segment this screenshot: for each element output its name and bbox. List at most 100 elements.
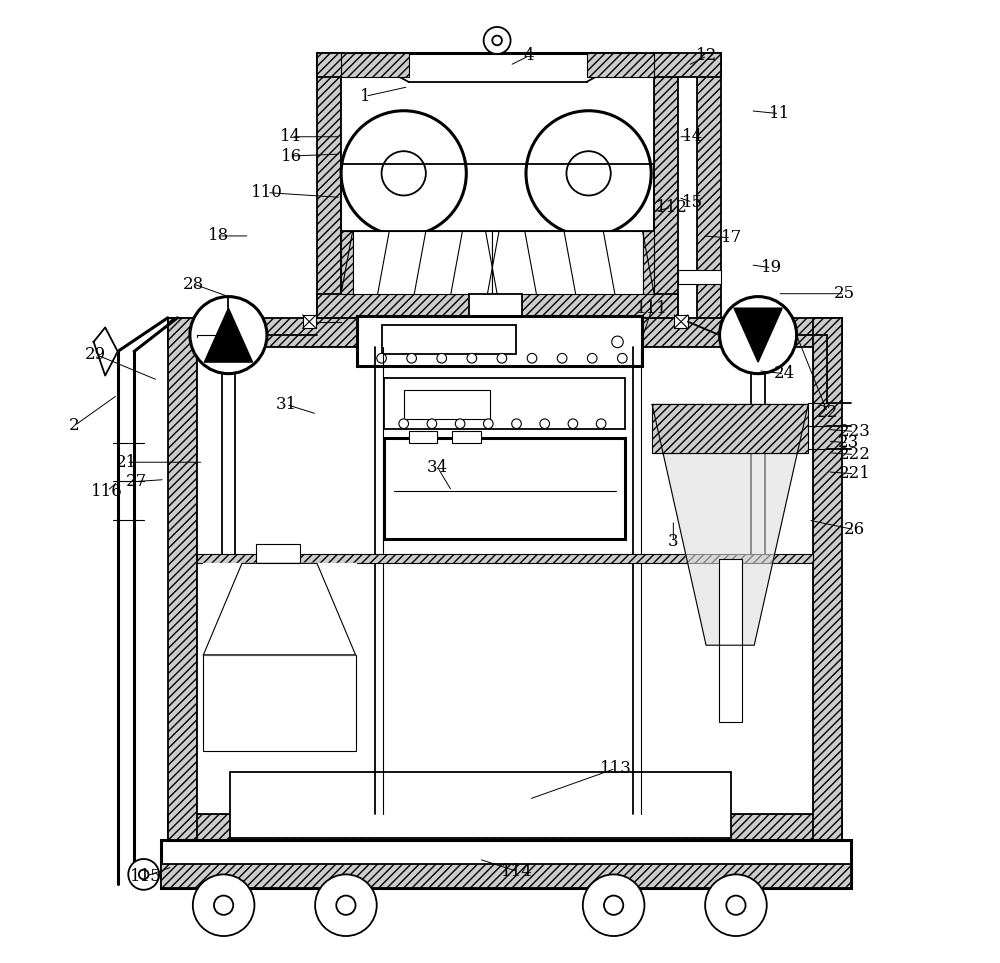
Circle shape (467, 353, 477, 363)
Text: 4: 4 (524, 47, 534, 65)
Circle shape (612, 336, 623, 348)
Text: 28: 28 (183, 275, 204, 293)
Text: 31: 31 (276, 396, 297, 413)
Bar (404, 390, 490, 419)
Text: 16: 16 (280, 147, 302, 165)
Bar (161, 864, 851, 888)
Bar (317, 294, 678, 318)
Circle shape (587, 353, 597, 363)
Circle shape (437, 353, 447, 363)
Bar (643, 231, 654, 294)
Bar (652, 404, 808, 453)
Polygon shape (204, 308, 253, 362)
Text: 222: 222 (838, 446, 870, 463)
Circle shape (566, 151, 611, 195)
Circle shape (190, 297, 267, 374)
Circle shape (726, 896, 746, 915)
Text: 17: 17 (720, 229, 742, 247)
Bar (654, 53, 678, 318)
Text: 29: 29 (85, 346, 106, 363)
Circle shape (583, 874, 644, 936)
Text: 114: 114 (501, 863, 533, 880)
Circle shape (527, 353, 537, 363)
Circle shape (604, 896, 623, 915)
Circle shape (596, 419, 606, 429)
Text: 26: 26 (844, 521, 865, 538)
Polygon shape (203, 563, 356, 751)
Polygon shape (356, 53, 640, 82)
Text: 21: 21 (116, 454, 137, 471)
Text: 110: 110 (251, 184, 283, 201)
Bar (813, 318, 842, 843)
Circle shape (399, 419, 409, 429)
Bar (197, 347, 813, 814)
Polygon shape (94, 327, 118, 376)
Bar (357, 316, 642, 366)
Bar (317, 53, 341, 318)
Text: 14: 14 (682, 128, 703, 145)
Circle shape (341, 111, 466, 236)
Circle shape (540, 419, 550, 429)
Text: 113: 113 (600, 760, 631, 777)
Circle shape (617, 353, 627, 363)
Bar (353, 231, 492, 294)
Bar (230, 772, 731, 838)
Circle shape (427, 419, 437, 429)
Text: 111: 111 (636, 299, 668, 317)
Text: 24: 24 (773, 365, 795, 382)
Circle shape (705, 874, 767, 936)
Bar (197, 554, 813, 563)
Bar (674, 315, 688, 328)
Circle shape (336, 896, 356, 915)
Text: 2: 2 (69, 417, 80, 434)
Circle shape (214, 896, 233, 915)
Text: 27: 27 (125, 473, 147, 490)
Bar (303, 315, 316, 328)
Circle shape (568, 419, 578, 429)
Circle shape (720, 297, 797, 374)
Circle shape (315, 874, 377, 936)
Text: 223: 223 (838, 423, 870, 440)
Bar (382, 325, 516, 354)
Bar (168, 318, 197, 843)
Text: 23: 23 (838, 434, 859, 452)
Bar (168, 814, 842, 843)
Polygon shape (203, 563, 356, 655)
Text: 25: 25 (834, 285, 855, 302)
Text: 115: 115 (130, 868, 161, 885)
Bar (161, 840, 851, 888)
Circle shape (483, 419, 493, 429)
Bar (697, 53, 721, 318)
Text: 18: 18 (208, 227, 229, 245)
Bar (492, 231, 643, 294)
Bar (719, 559, 742, 722)
Circle shape (139, 870, 149, 879)
Circle shape (193, 874, 254, 936)
Text: 15: 15 (682, 194, 703, 211)
Text: 1: 1 (360, 88, 370, 105)
Circle shape (492, 36, 502, 45)
Text: 22: 22 (817, 403, 838, 421)
Bar (384, 438, 625, 539)
Bar (317, 53, 678, 77)
Bar (203, 655, 356, 751)
Text: 3: 3 (668, 533, 679, 550)
Bar (452, 431, 481, 443)
Circle shape (557, 353, 567, 363)
Circle shape (497, 353, 507, 363)
Bar (341, 53, 409, 77)
Bar (341, 164, 654, 231)
Bar (341, 77, 654, 294)
Circle shape (382, 151, 426, 195)
Bar (168, 318, 842, 347)
Text: 19: 19 (761, 259, 782, 276)
Bar (587, 53, 654, 77)
Bar (409, 431, 437, 443)
Bar (384, 378, 625, 429)
Text: 34: 34 (427, 458, 448, 476)
Circle shape (526, 111, 651, 236)
Bar (654, 53, 721, 77)
Circle shape (512, 419, 521, 429)
Bar (341, 231, 353, 294)
Circle shape (377, 353, 386, 363)
